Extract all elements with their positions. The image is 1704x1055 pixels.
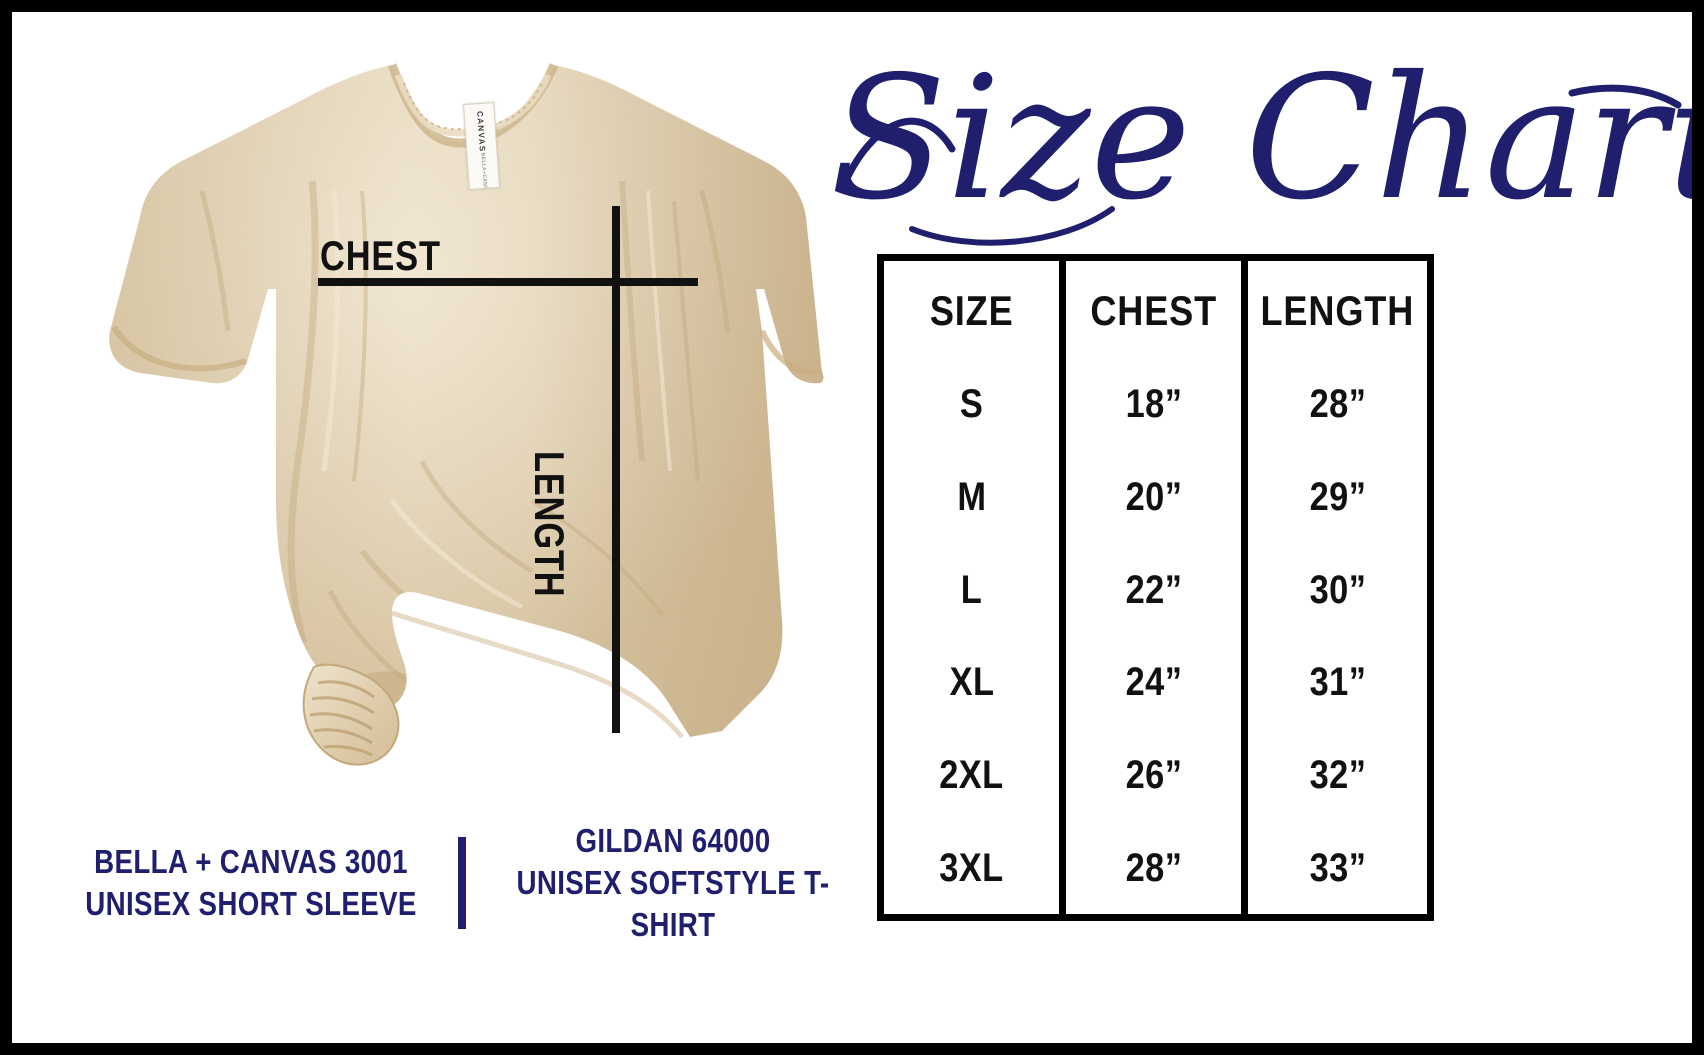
- page-title: Size Chart: [812, 39, 1692, 254]
- tshirt-illustration: CANVAS BELLA+CANVAS L CHEST LENGTH: [62, 31, 842, 821]
- size-table-column-chest: CHEST 18” 20” 22” 24” 26” 28”: [1059, 261, 1241, 914]
- table-row: 2XL: [939, 752, 1004, 797]
- length-label: LENGTH: [526, 451, 573, 598]
- table-row: S: [959, 382, 984, 427]
- neck-tag-brand: CANVAS: [475, 110, 487, 153]
- table-row: M: [957, 474, 987, 519]
- content-stage: CANVAS BELLA+CANVAS L CHEST LENGTH BELLA…: [12, 11, 1692, 1044]
- column-header-chest: CHEST: [1090, 287, 1218, 335]
- brand-bella-canvas-desc: UNISEX SHORT SLEEVE: [85, 885, 417, 922]
- table-row: 28”: [1309, 382, 1367, 427]
- column-header-size: SIZE: [929, 287, 1014, 335]
- table-row: 32”: [1309, 752, 1367, 797]
- table-row: XL: [949, 660, 994, 705]
- table-row: L: [960, 567, 983, 612]
- table-row: 3XL: [939, 845, 1004, 890]
- column-header-length: LENGTH: [1260, 287, 1415, 335]
- table-row: 20”: [1125, 474, 1183, 519]
- brand-bella-canvas: BELLA + CANVAS 3001 UNISEX SHORT SLEEVE: [52, 841, 450, 925]
- length-measure-line: [612, 206, 620, 733]
- page-title-text: Size Chart: [830, 40, 1692, 238]
- table-row: 31”: [1309, 660, 1367, 705]
- brand-gildan-desc: UNISEX SOFTSTYLE T-SHIRT: [516, 863, 830, 944]
- brand-gildan-model: GILDAN 64000: [575, 821, 771, 859]
- table-row: 22”: [1125, 567, 1183, 612]
- brand-divider: [458, 837, 466, 929]
- table-row: 29”: [1309, 474, 1367, 519]
- table-row: 30”: [1309, 567, 1367, 612]
- table-row: 28”: [1125, 845, 1183, 890]
- size-table-column-size: SIZE S M L XL 2XL 3XL: [884, 261, 1059, 914]
- table-row: 33”: [1309, 845, 1367, 890]
- size-table-column-length: LENGTH 28” 29” 30” 31” 32” 33”: [1241, 261, 1427, 914]
- neck-tag-sub: BELLA+CANVAS: [479, 152, 489, 190]
- neck-label-tag: CANVAS BELLA+CANVAS L: [463, 102, 500, 190]
- table-row: 24”: [1125, 660, 1183, 705]
- brand-bella-canvas-model: BELLA + CANVAS 3001: [94, 842, 408, 880]
- brand-captions: BELLA + CANVAS 3001 UNISEX SHORT SLEEVE …: [52, 822, 872, 943]
- brand-gildan: GILDAN 64000 UNISEX SOFTSTYLE T-SHIRT: [474, 820, 872, 947]
- table-row: 18”: [1125, 382, 1183, 427]
- chest-measure-line: [318, 278, 698, 286]
- table-row: 26”: [1125, 752, 1183, 797]
- chest-label: CHEST: [320, 232, 441, 279]
- size-table: SIZE S M L XL 2XL 3XL CHEST 18” 20” 22” …: [877, 254, 1434, 921]
